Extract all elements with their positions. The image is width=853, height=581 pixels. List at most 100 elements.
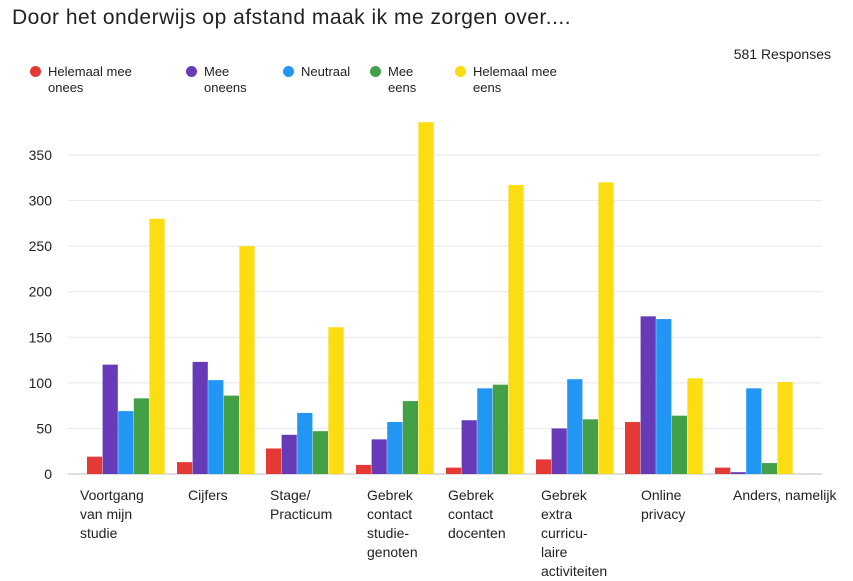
legend-label: Mee eens [388,64,416,96]
x-category-label-line: genoten [367,544,418,560]
y-tick-label: 200 [29,284,53,300]
bar [281,434,297,474]
bar [87,456,103,474]
legend-swatch [30,66,41,77]
y-tick-label: 250 [29,238,53,254]
x-category-label-line: contact [367,506,413,522]
x-category-label-line: docenten [448,525,506,541]
x-category-label: Gebrek extra curricu-laire activiteiten [541,486,607,581]
bar [477,388,493,474]
legend-label-line: Neutraal [301,64,351,79]
bar [446,467,462,474]
bar [239,246,255,474]
bar [223,395,239,474]
x-category-label-line: van mijn [80,506,133,522]
bar [387,422,403,474]
x-category-label-line: Practicum [270,506,333,522]
bar [625,422,641,474]
bar [133,398,149,474]
legend-item: Mee eens [370,64,416,96]
legend-label: Mee oneens [204,64,247,96]
legend-item: Neutraal [283,64,350,80]
bar [567,379,583,474]
bar [656,319,672,474]
x-category-label: Online privacy [641,486,685,524]
bar [715,467,731,474]
x-category-label-line: Gebrek [367,487,413,503]
bar [328,327,344,474]
legend-swatch [186,66,197,77]
legend-label-line: Mee [388,64,414,79]
bar [640,316,656,474]
legend-item: Mee oneens [186,64,247,96]
x-category-label-line: Cijfers [188,487,228,503]
legend-swatch [455,66,466,77]
legend-label-line: Helemaal mee [473,64,557,79]
legend-item: Helemaal mee onees [30,64,132,96]
x-category-label-line: contact [448,506,494,522]
legend-item: Helemaal mee eens [455,64,557,96]
x-category-label-line: extra [541,506,573,522]
bar [687,378,703,474]
x-category-label-line: Gebrek [541,487,587,503]
x-category-label: Cijfers [188,486,228,505]
x-category-label-line: Anders, namelijk [733,487,837,503]
x-category-label-line: curricu- [541,525,588,541]
bar [508,185,524,474]
x-category-label-line: Online [641,487,682,503]
bar [208,380,224,474]
legend-label-line: Helemaal mee [48,64,132,79]
bar [402,401,418,474]
x-category-label: Anders, namelijk [733,486,837,505]
legend-label-line: onees [48,80,84,95]
bar [671,415,687,474]
bar [371,439,387,474]
y-tick-label: 0 [44,466,52,482]
x-category-label-line: studie- [367,525,410,541]
legend-label-line: eens [388,80,417,95]
y-tick-label: 350 [29,147,53,163]
x-category-label-line: Gebrek [448,487,494,503]
x-category-label-line: studie [80,525,118,541]
bar [536,459,552,474]
x-category-label: Stage/Practicum [270,486,332,524]
y-tick-label: 300 [29,193,53,209]
bar [777,381,793,474]
y-tick-label: 50 [36,420,52,436]
response-count: 581 Responses [733,46,831,62]
x-category-label: Voortgang van mijn studie [80,486,144,543]
bar [418,122,434,474]
bar [551,428,567,474]
bar [761,463,777,474]
bar [730,472,746,474]
legend-label-line: Mee [204,64,230,79]
bar [746,388,762,474]
legend-swatch [370,66,381,77]
bar [118,411,134,474]
legend-label-line: eens [473,80,502,95]
legend-label: Helemaal mee eens [473,64,557,96]
legend-swatch [283,66,294,77]
bar [492,384,508,474]
bar [102,364,118,474]
chart-title: Door het onderwijs op afstand maak ik me… [12,6,572,29]
bar [266,448,282,474]
bar [312,431,328,474]
x-category-label-line: Voortgang [80,487,144,503]
x-category-label-line: privacy [641,506,686,522]
x-category-label-line: laire [541,544,568,560]
y-tick-label: 100 [29,375,53,391]
legend-label-line: oneens [204,80,247,95]
bar [192,361,208,474]
y-tick-label: 150 [29,329,53,345]
bar [598,182,614,475]
legend-label: Helemaal mee onees [48,64,132,96]
bar [149,218,165,474]
legend: Helemaal mee onees Mee oneens Neutraal Mee een… [0,0,853,110]
x-category-label-line: activiteiten [541,563,608,579]
bar [461,420,477,474]
x-category-label-line: Stage/ [270,487,311,503]
bar [297,412,313,474]
x-category-label: Gebrek contact docenten [448,486,506,543]
